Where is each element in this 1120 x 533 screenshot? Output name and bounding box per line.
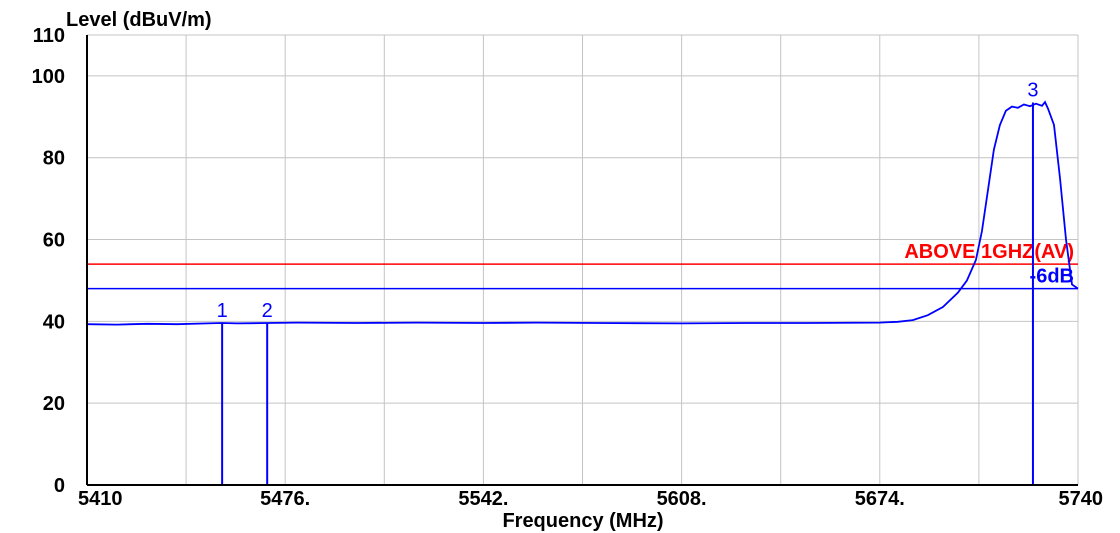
- y-tick-label: 20: [43, 393, 65, 415]
- y-tick-label: 80: [43, 148, 65, 170]
- y-tick-label: 100: [32, 66, 65, 88]
- x-tick-label: 5542.: [458, 488, 508, 510]
- limit-line-label: ABOVE 1GHZ(AV): [904, 241, 1074, 263]
- limit-line-label: -6dB: [1030, 266, 1074, 288]
- y-tick-label: 40: [43, 311, 65, 333]
- y-axis-label: Level (dBuV/m): [66, 9, 212, 31]
- x-tick-label: 5476.: [260, 488, 310, 510]
- limit-lines: ABOVE 1GHZ(AV) -6dB: [87, 241, 1078, 290]
- x-tick-label: 5740: [1059, 488, 1104, 510]
- marker-label: 2: [262, 300, 273, 322]
- marker-label: 1: [217, 300, 228, 322]
- y-tick-label: 0: [54, 475, 65, 497]
- y-tick-label: 110: [33, 25, 65, 47]
- x-tick-label: 5674.: [855, 488, 905, 510]
- y-tick-label: 60: [43, 230, 65, 252]
- marker-label: 3: [1027, 80, 1038, 102]
- x-tick-label: 5608.: [657, 488, 707, 510]
- x-tick-label: 5410: [78, 488, 123, 510]
- markers: 1 2 3: [217, 80, 1039, 485]
- grid: [86, 34, 1079, 486]
- axes: 0 20 40 60 80 100 110 5410 5476. 5542. 5608. 5674. 5…: [32, 25, 1103, 510]
- x-axis-label: Frequency (MHz): [502, 510, 663, 532]
